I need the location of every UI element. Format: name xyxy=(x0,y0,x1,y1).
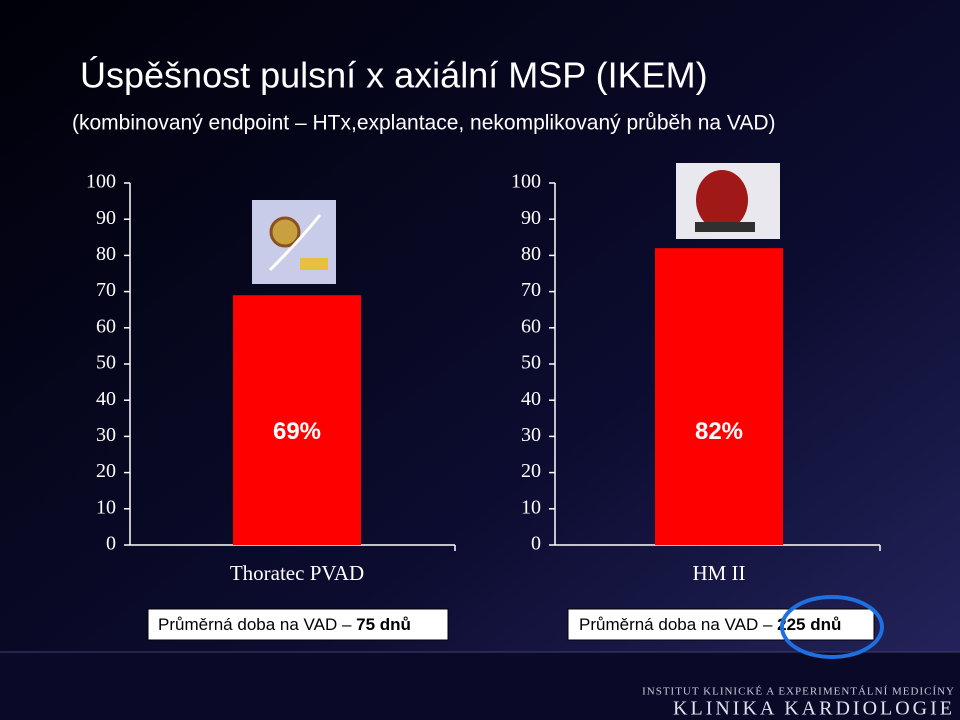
y-tick-label: 80 xyxy=(96,243,116,265)
y-tick-label: 90 xyxy=(96,207,116,229)
note-label: Průměrná doba na VAD – xyxy=(579,615,777,634)
device-image xyxy=(676,163,780,239)
y-tick-label: 80 xyxy=(521,243,541,265)
y-tick-label: 20 xyxy=(96,460,116,482)
institute-name: INSTITUT KLINICKÉ A EXPERIMENTÁLNÍ MEDIC… xyxy=(642,686,955,698)
value-label: 82% xyxy=(695,418,743,445)
note-label: Průměrná doba na VAD – xyxy=(158,615,356,634)
y-tick-label: 10 xyxy=(96,496,116,518)
y-tick-label: 90 xyxy=(521,207,541,229)
y-tick-label: 50 xyxy=(521,352,541,374)
clinic-name: KLINIKA KARDIOLOGIE xyxy=(673,698,955,720)
y-tick-label: 70 xyxy=(96,279,116,301)
y-tick-label: 10 xyxy=(521,496,541,518)
bar xyxy=(233,295,361,545)
y-tick-label: 50 xyxy=(96,352,116,374)
y-tick-label: 20 xyxy=(521,460,541,482)
bar xyxy=(655,248,783,545)
note-text: Průměrná doba na VAD – 225 dnů xyxy=(579,615,841,634)
subtitle: (kombinovaný endpoint – HTx,explantace, … xyxy=(72,112,776,135)
x-tick-label: Thoratec PVAD xyxy=(230,561,364,585)
note-box: Průměrná doba na VAD – 225 dnů xyxy=(567,595,884,659)
title: Úspěšnost pulsní x axiální MSP (IKEM) xyxy=(80,55,708,96)
y-tick-label: 60 xyxy=(96,315,116,337)
y-tick-label: 60 xyxy=(521,315,541,337)
note-text: Průměrná doba na VAD – 75 dnů xyxy=(158,615,411,634)
y-tick-label: 0 xyxy=(531,533,541,555)
note-value: 225 dnů xyxy=(777,615,841,634)
x-tick-label: HM II xyxy=(692,561,745,585)
device-image xyxy=(252,200,336,284)
note-box: Průměrná doba na VAD – 75 dnů xyxy=(147,608,449,641)
y-tick-label: 70 xyxy=(521,279,541,301)
value-label: 69% xyxy=(273,418,321,445)
footer: INSTITUT KLINICKÉ A EXPERIMENTÁLNÍ MEDIC… xyxy=(0,651,960,720)
y-tick-label: 30 xyxy=(96,424,116,446)
y-tick-label: 0 xyxy=(106,533,116,555)
y-tick-label: 40 xyxy=(521,388,541,410)
y-tick-label: 30 xyxy=(521,424,541,446)
highlight-circle xyxy=(780,595,884,659)
y-tick-label: 100 xyxy=(511,171,541,193)
y-tick-label: 40 xyxy=(96,388,116,410)
note-value: 75 dnů xyxy=(356,615,411,634)
y-tick-label: 100 xyxy=(86,171,116,193)
